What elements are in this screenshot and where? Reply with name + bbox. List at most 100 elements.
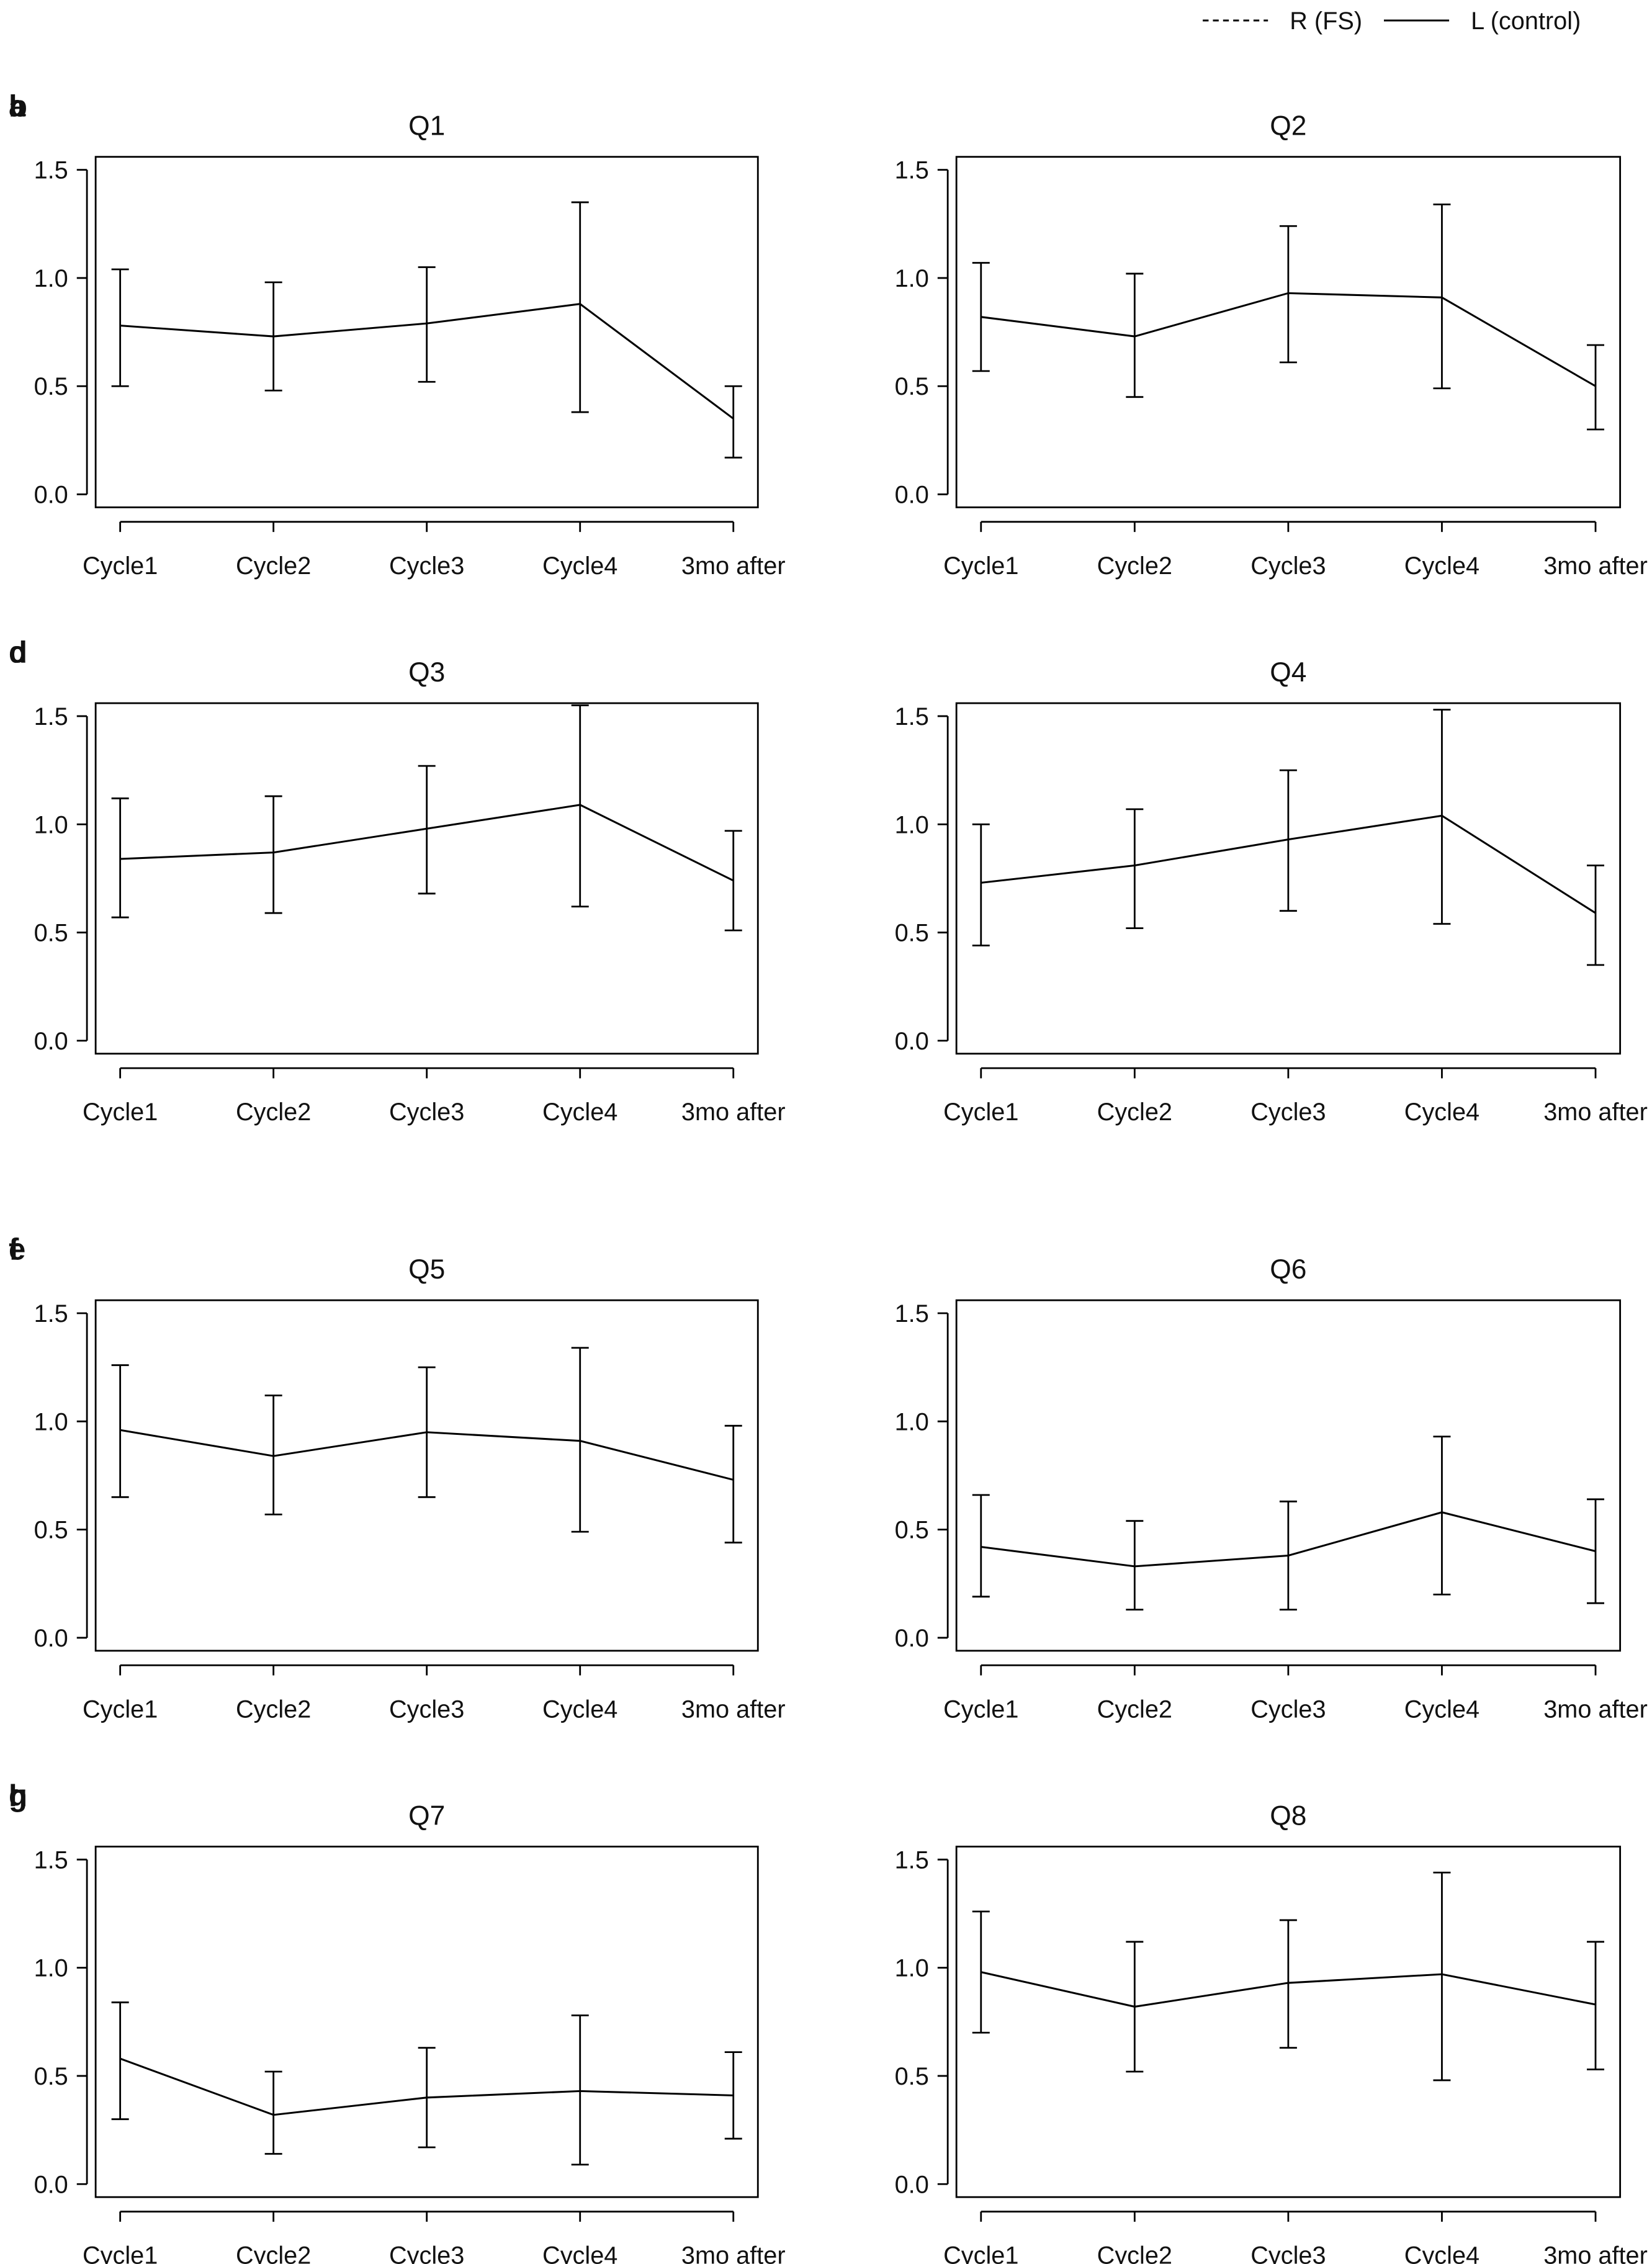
y-tick-label: 0.5 bbox=[34, 920, 68, 947]
plot-frame bbox=[94, 702, 759, 1055]
x-tick-label: 3mo after bbox=[681, 2242, 786, 2264]
panel-letter: e bbox=[9, 1233, 25, 1267]
x-tick-label: Cycle4 bbox=[542, 1098, 617, 1126]
x-tick-label: Cycle1 bbox=[83, 2242, 158, 2264]
chart-title: Q6 bbox=[1270, 1254, 1306, 1285]
chart-title: Q7 bbox=[408, 1800, 445, 1831]
chart-title: Q1 bbox=[408, 111, 445, 142]
x-tick-label: Cycle3 bbox=[389, 1696, 464, 1723]
x-tick-label: Cycle4 bbox=[542, 1696, 617, 1723]
panel-letter: h bbox=[9, 1779, 27, 1813]
y-tick-label: 0.0 bbox=[895, 1625, 929, 1652]
data-line bbox=[981, 1511, 1596, 1568]
data-line bbox=[120, 1429, 734, 1481]
y-tick-label: 0.5 bbox=[895, 920, 929, 947]
plot-frame bbox=[94, 1846, 759, 2198]
data-line bbox=[981, 814, 1596, 914]
y-tick-label: 1.5 bbox=[34, 1846, 68, 1874]
x-tick-label: Cycle4 bbox=[542, 2242, 617, 2264]
x-tick-label: Cycle1 bbox=[943, 552, 1018, 580]
y-tick-label: 1.0 bbox=[895, 811, 929, 838]
panel-letter: f bbox=[9, 1233, 19, 1267]
x-tick-label: Cycle3 bbox=[1250, 1696, 1326, 1723]
y-tick-label: 1.5 bbox=[34, 1300, 68, 1327]
x-tick-label: Cycle2 bbox=[1097, 1098, 1172, 1126]
plot-frame bbox=[955, 1299, 1622, 1652]
x-tick-label: Cycle4 bbox=[1404, 2242, 1479, 2264]
chart-title: Q2 bbox=[1270, 111, 1306, 142]
x-tick-label: Cycle1 bbox=[83, 1098, 158, 1126]
data-line bbox=[120, 2057, 734, 2116]
x-tick-label: Cycle3 bbox=[1250, 2242, 1326, 2264]
x-tick-label: 3mo after bbox=[1543, 2242, 1648, 2264]
plot-frame bbox=[955, 156, 1622, 508]
x-tick-label: 3mo after bbox=[1543, 552, 1648, 580]
x-tick-label: Cycle3 bbox=[389, 2242, 464, 2264]
y-tick-label: 0.0 bbox=[34, 482, 68, 509]
chart-title: Q8 bbox=[1270, 1800, 1306, 1831]
x-tick-label: Cycle4 bbox=[1404, 552, 1479, 580]
y-tick-label: 0.0 bbox=[34, 2171, 68, 2198]
y-tick-label: 0.0 bbox=[895, 1028, 929, 1055]
x-tick-label: 3mo after bbox=[1543, 1696, 1648, 1723]
panel-letter: c bbox=[9, 636, 25, 670]
y-tick-label: 1.0 bbox=[34, 1955, 68, 1982]
plot-frame bbox=[94, 156, 759, 508]
y-tick-label: 0.5 bbox=[895, 373, 929, 400]
x-tick-label: Cycle1 bbox=[943, 1098, 1018, 1126]
x-tick-label: Cycle4 bbox=[1404, 1098, 1479, 1126]
x-tick-label: Cycle4 bbox=[1404, 1696, 1479, 1723]
y-tick-label: 1.5 bbox=[34, 157, 68, 184]
x-tick-label: Cycle3 bbox=[1250, 552, 1326, 580]
x-tick-label: Cycle2 bbox=[1097, 552, 1172, 580]
chart-title: Q4 bbox=[1270, 657, 1306, 688]
x-tick-label: Cycle2 bbox=[236, 1098, 311, 1126]
y-tick-label: 1.0 bbox=[34, 265, 68, 292]
panel-letter: b bbox=[9, 89, 27, 123]
legend-label: R (FS) bbox=[1290, 7, 1362, 35]
x-tick-label: Cycle3 bbox=[1250, 1098, 1326, 1126]
y-tick-label: 0.5 bbox=[895, 2063, 929, 2090]
y-tick-label: 0.0 bbox=[895, 482, 929, 509]
x-tick-label: Cycle1 bbox=[943, 1696, 1018, 1723]
data-line bbox=[120, 303, 734, 420]
y-tick-label: 0.0 bbox=[34, 1028, 68, 1055]
y-tick-label: 1.5 bbox=[895, 157, 929, 184]
y-tick-label: 0.0 bbox=[895, 2171, 929, 2198]
y-tick-label: 0.5 bbox=[34, 1517, 68, 1544]
x-tick-label: Cycle1 bbox=[83, 552, 158, 580]
data-line bbox=[981, 292, 1596, 387]
legend-label: L (control) bbox=[1471, 7, 1581, 35]
y-tick-label: 1.5 bbox=[895, 1300, 929, 1327]
chart-title: Q3 bbox=[408, 657, 445, 688]
x-tick-label: Cycle1 bbox=[83, 1696, 158, 1723]
x-tick-label: 3mo after bbox=[681, 552, 786, 580]
x-tick-label: 3mo after bbox=[1543, 1098, 1648, 1126]
y-tick-label: 1.0 bbox=[34, 811, 68, 838]
y-tick-label: 1.0 bbox=[34, 1408, 68, 1435]
data-line bbox=[981, 1971, 1596, 2008]
data-line bbox=[120, 804, 734, 882]
x-tick-label: Cycle3 bbox=[389, 552, 464, 580]
x-tick-label: Cycle2 bbox=[1097, 1696, 1172, 1723]
y-tick-label: 1.0 bbox=[895, 265, 929, 292]
x-tick-label: Cycle2 bbox=[236, 1696, 311, 1723]
y-tick-label: 1.5 bbox=[895, 1846, 929, 1874]
plot-frame bbox=[94, 1299, 759, 1652]
chart-title: Q5 bbox=[408, 1254, 445, 1285]
y-tick-label: 0.5 bbox=[34, 2063, 68, 2090]
y-tick-label: 1.0 bbox=[895, 1408, 929, 1435]
y-tick-label: 1.5 bbox=[34, 703, 68, 730]
x-tick-label: Cycle3 bbox=[389, 1098, 464, 1126]
x-tick-label: Cycle1 bbox=[943, 2242, 1018, 2264]
y-tick-label: 0.5 bbox=[34, 373, 68, 400]
y-tick-label: 1.5 bbox=[895, 703, 929, 730]
panel-letter: d bbox=[9, 636, 27, 670]
x-tick-label: Cycle2 bbox=[236, 2242, 311, 2264]
plot-frame bbox=[955, 702, 1622, 1055]
y-tick-label: 0.5 bbox=[895, 1517, 929, 1544]
plot-frame bbox=[955, 1846, 1622, 2198]
x-tick-label: Cycle2 bbox=[236, 552, 311, 580]
panel-letter: g bbox=[9, 1779, 27, 1813]
